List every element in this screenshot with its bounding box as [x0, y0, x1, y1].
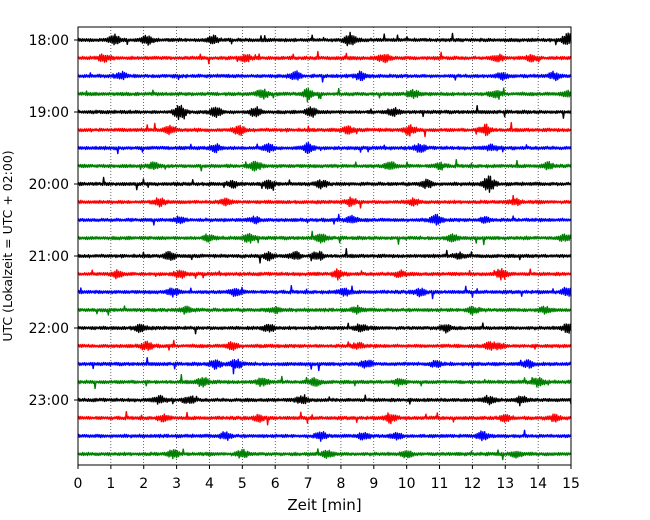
trace-line [77, 394, 572, 407]
x-tick-label: 0 [74, 476, 83, 492]
x-tick-label: 13 [496, 476, 514, 492]
trace-line [77, 230, 572, 246]
trace-line [77, 284, 572, 300]
x-tick-label: 7 [304, 476, 313, 492]
x-tick-label: 10 [398, 476, 416, 492]
x-axis-label: Zeit [min] [287, 496, 361, 514]
x-tick-label: 12 [463, 476, 481, 492]
trace-line [77, 141, 572, 155]
trace-line [77, 356, 572, 375]
y-axis-label: UTC (Lokalzeit = UTC + 02:00) [0, 150, 15, 341]
trace-line [77, 248, 572, 264]
trace-line [77, 87, 572, 103]
y-tick-label: 21:00 [29, 249, 69, 265]
x-axis-ticks: 0 1 2 3 4 5 6 7 8 9 10 11 12 13 14 15 [74, 465, 580, 492]
y-tick-label: 23:00 [29, 393, 69, 409]
trace-line [77, 158, 572, 172]
y-tick-label: 22:00 [29, 321, 69, 337]
trace-line [77, 268, 572, 281]
trace-line [77, 194, 572, 209]
trace-line [77, 50, 572, 65]
trace-line [77, 374, 572, 390]
trace-line [77, 339, 572, 351]
x-tick-label: 2 [139, 476, 148, 492]
y-tick-label: 18:00 [29, 33, 69, 49]
y-axis-ticks: 18:00 19:00 20:00 21:00 22:00 23:00 [29, 33, 78, 409]
x-tick-label: 6 [271, 476, 280, 492]
y-tick-label: 20:00 [29, 177, 69, 193]
x-grid [110, 27, 539, 465]
trace-line [77, 175, 572, 193]
plot-frame [77, 26, 572, 466]
x-tick-label: 3 [172, 476, 181, 492]
trace-line [77, 448, 572, 461]
trace-line [77, 104, 572, 121]
trace-line [77, 213, 572, 226]
x-tick-label: 9 [369, 476, 378, 492]
x-tick-label: 5 [238, 476, 247, 492]
y-tick-label: 19:00 [29, 105, 69, 121]
trace-line [77, 429, 572, 442]
x-tick-label: 8 [336, 476, 345, 492]
trace-line [77, 410, 572, 426]
trace-line [77, 304, 572, 316]
x-tick-label: 11 [431, 476, 449, 492]
x-tick-label: 1 [106, 476, 115, 492]
x-tick-label: 14 [529, 476, 547, 492]
trace-line [77, 70, 572, 83]
x-tick-label: 4 [205, 476, 214, 492]
trace-line [77, 122, 572, 138]
x-tick-label: 15 [562, 476, 580, 492]
trace-line [77, 322, 572, 335]
trace-lines [77, 31, 572, 461]
trace-line [77, 31, 572, 47]
